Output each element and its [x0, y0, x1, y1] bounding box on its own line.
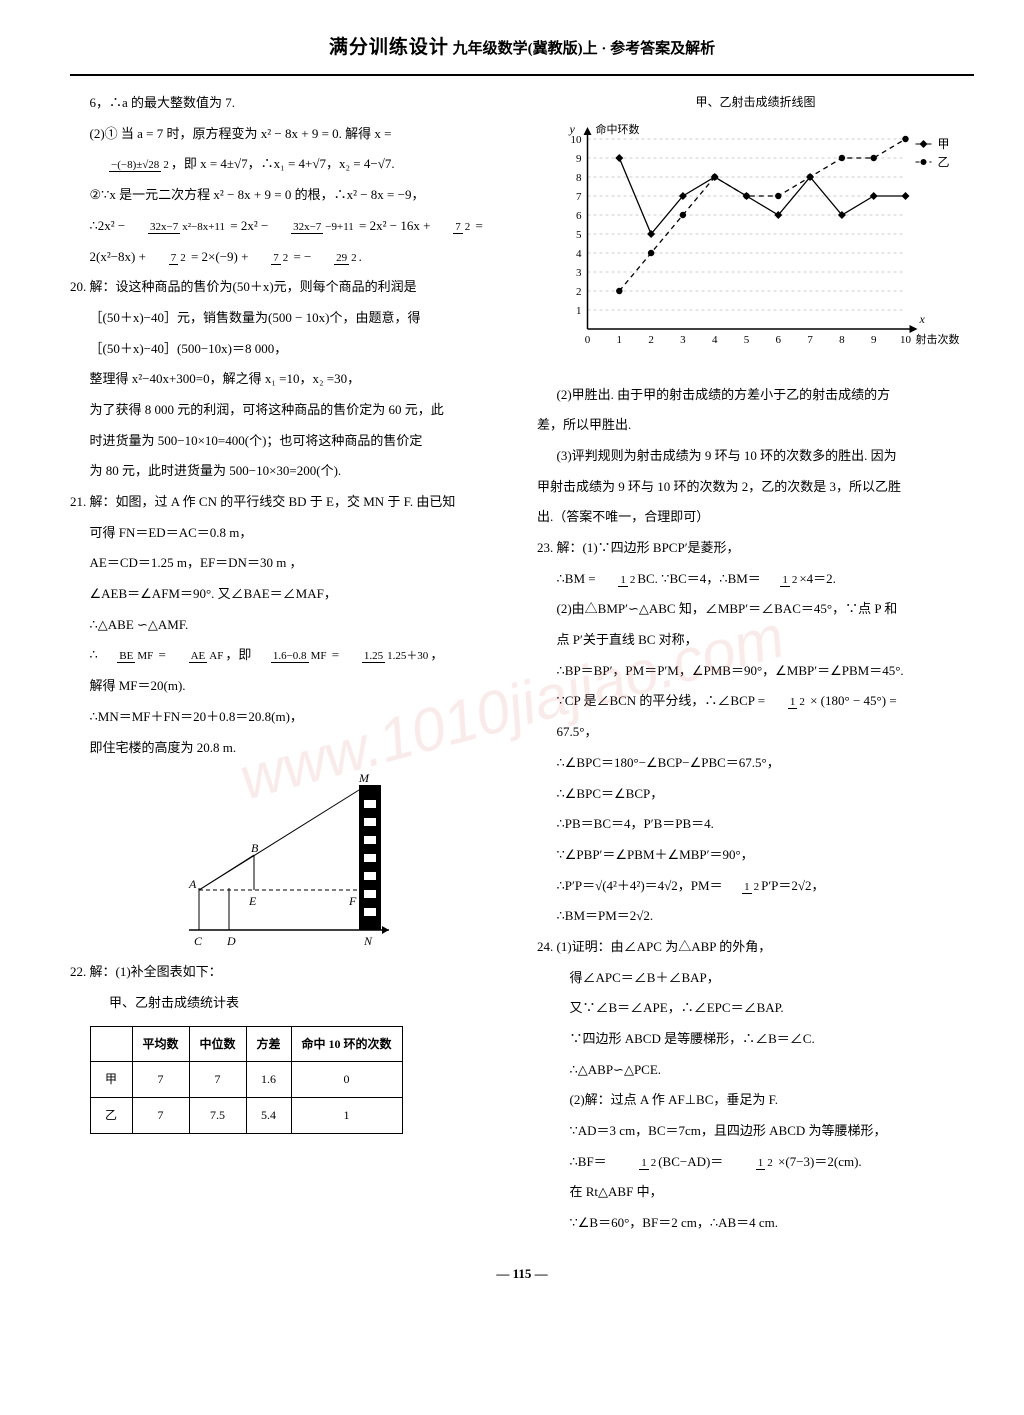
text-line: ∵∠B＝60°，BF＝2 cm，∴AB＝4 cm. [537, 1211, 974, 1236]
svg-text:8: 8 [839, 334, 845, 346]
text-line: ∴P′P＝√(4²＋4²)＝4√2，PM＝12P′P＝2√2， [537, 874, 974, 899]
text-line: 又∵∠B＝∠APE，∴∠EPC＝∠BAP. [537, 996, 974, 1021]
page-header: 满分训练设计 九年级数学(冀教版)上 · 参考答案及解析 [70, 30, 974, 76]
statistics-table: 平均数中位数方差命中 10 环的次数 甲771.60乙77.55.41 [90, 1026, 403, 1134]
text-line: ［(50＋x)−40］元，销售数量为(500 − 10x)个，由题意，得 [70, 306, 507, 331]
svg-text:乙: 乙 [938, 155, 950, 169]
svg-text:2: 2 [576, 286, 582, 298]
q24-line: 24. (1)证明：由∠APC 为△ABP 的外角， [537, 935, 974, 960]
header-title: 满分训练设计 [329, 37, 449, 58]
text-line: 为 80 元，此时进货量为 500−10×30=200(个). [70, 459, 507, 484]
text-line: 为了获得 8 000 元的利润，可将这种商品的售价定为 60 元，此 [70, 398, 507, 423]
text-line: ∴∠BPC＝180°−∠BCP−∠PBC＝67.5°， [537, 751, 974, 776]
svg-text:C: C [194, 934, 203, 948]
svg-text:y: y [569, 122, 576, 136]
svg-text:7: 7 [576, 191, 582, 203]
text-line: 时进货量为 500−10×10=400(个)；也可将这种商品的售价定 [70, 429, 507, 454]
text-line: 出.（答案不唯一，合理即可） [537, 505, 974, 530]
text-line: −(−8)±√282，即 x = 4±√7，∴x₁ = 4+√7，x₂ = 4−… [70, 152, 507, 177]
text-line: ∵四边形 ABCD 是等腰梯形，∴∠B＝∠C. [537, 1027, 974, 1052]
svg-text:5: 5 [576, 229, 582, 241]
table-title: 甲、乙射击成绩统计表 [70, 991, 507, 1016]
svg-text:3: 3 [680, 334, 686, 346]
text-line: ∵CP 是∠BCN 的平分线，∴∠BCP = 12 × (180° − 45°)… [537, 689, 974, 714]
svg-text:2: 2 [648, 334, 654, 346]
text-line: ∴BM＝PM＝2√2. [537, 904, 974, 929]
text-line: 整理得 x²−40x+300=0，解之得 x₁ =10，x₂ =30， [70, 367, 507, 392]
svg-text:N: N [363, 934, 373, 948]
text-line: ［(50＋x)−40］(500−10x)＝8 000， [70, 337, 507, 362]
svg-text:10: 10 [900, 334, 912, 346]
text-line: 可得 FN＝ED＝AC＝0.8 m， [70, 521, 507, 546]
text-line: ∴△ABE ∽△AMF. [70, 613, 507, 638]
right-column: 甲、乙射击成绩折线图 12345678910012345678910命中环数射击… [537, 91, 974, 1242]
text-line: (2)① 当 a = 7 时，原方程变为 x² − 8x + 9 = 0. 解得… [70, 122, 507, 147]
svg-text:8: 8 [576, 172, 582, 184]
svg-text:6: 6 [776, 334, 782, 346]
svg-text:9: 9 [576, 153, 582, 165]
svg-text:射击次数: 射击次数 [916, 332, 960, 346]
chart-title: 甲、乙射击成绩折线图 [537, 91, 974, 114]
text-line: 解得 MF＝20(m). [70, 674, 507, 699]
q23-line: 23. 解：(1)∵四边形 BPCP′是菱形， [537, 536, 974, 561]
svg-text:3: 3 [576, 267, 582, 279]
q20-line: 20. 解：设这种商品的售价为(50＋x)元，则每个商品的利润是 [70, 275, 507, 300]
svg-text:9: 9 [871, 334, 877, 346]
text-line: ∴BP＝BP′，PM＝P′M，∠PMB＝90°，∠MBP′＝∠PBM＝45°. [537, 659, 974, 684]
svg-text:E: E [248, 894, 257, 908]
text-line: ∠AEB＝∠AFM＝90°. 又∠BAE＝∠MAF， [70, 582, 507, 607]
text-line: (2)甲胜出. 由于甲的射击成绩的方差小于乙的射击成绩的方 [537, 383, 974, 408]
left-column: 6，∴a 的最大整数值为 7. (2)① 当 a = 7 时，原方程变为 x² … [70, 91, 507, 1242]
svg-text:命中环数: 命中环数 [596, 122, 640, 136]
geometry-diagram: M B A E F C D N [159, 770, 419, 950]
svg-text:M: M [358, 771, 370, 785]
text-line: 6，∴a 的最大整数值为 7. [70, 91, 507, 116]
svg-text:甲: 甲 [938, 137, 950, 151]
text-line: 甲射击成绩为 9 环与 10 环的次数为 2，乙的次数是 3，所以乙胜 [537, 475, 974, 500]
text-line: (3)评判规则为射击成绩为 9 环与 10 环的次数多的胜出. 因为 [537, 444, 974, 469]
text-line: ②∵x 是一元二次方程 x² − 8x + 9 = 0 的根，∴x² − 8x … [70, 183, 507, 208]
text-line: ∴BEMF = AEAF，即1.6−0.8MF = 1.251.25＋30， [70, 643, 507, 668]
text-line: 得∠APC＝∠B＋∠BAP， [537, 966, 974, 991]
q22-line: 22. 解：(1)补全图表如下： [70, 960, 507, 985]
svg-text:0: 0 [585, 334, 591, 346]
text-line: ∴2x² − 32x−7x²−8x+11 = 2x² − 32x−7−9+11 … [70, 214, 507, 239]
header-subtitle: 九年级数学(冀教版)上 · 参考答案及解析 [453, 41, 716, 57]
text-line: AE＝CD＝1.25 m，EF＝DN＝30 m ， [70, 551, 507, 576]
text-line: 67.5°， [537, 720, 974, 745]
text-line: 点 P′关于直线 BC 对称， [537, 628, 974, 653]
svg-text:F: F [348, 894, 357, 908]
svg-text:1: 1 [576, 305, 582, 317]
line-chart: 12345678910012345678910命中环数射击次数yx甲乙 [537, 119, 974, 359]
text-line: ∴∠BPC＝∠BCP， [537, 782, 974, 807]
svg-text:x: x [919, 312, 926, 326]
text-line: 即住宅楼的高度为 20.8 m. [70, 736, 507, 761]
svg-text:4: 4 [712, 334, 718, 346]
text-line: ∴PB＝BC＝4，P′B＝PB＝4. [537, 812, 974, 837]
text-line: ∵AD＝3 cm，BC＝7cm，且四边形 ABCD 为等腰梯形， [537, 1119, 974, 1144]
svg-text:A: A [188, 877, 197, 891]
text-line: ∴MN＝MF＋FN＝20＋0.8＝20.8(m)， [70, 705, 507, 730]
svg-text:7: 7 [807, 334, 813, 346]
svg-text:1: 1 [617, 334, 623, 346]
text-line: (2)解：过点 A 作 AF⊥BC，垂足为 F. [537, 1088, 974, 1113]
svg-text:4: 4 [576, 248, 582, 260]
page-number: — 115 — [70, 1262, 974, 1287]
svg-text:B: B [251, 841, 259, 855]
svg-text:5: 5 [744, 334, 750, 346]
text-line: 2(x²−8x) + 72 = 2×(−9) + 72 = − 292. [70, 245, 507, 270]
svg-text:D: D [226, 934, 236, 948]
q21-line: 21. 解：如图，过 A 作 CN 的平行线交 BD 于 E，交 MN 于 F.… [70, 490, 507, 515]
text-line: 差，所以甲胜出. [537, 413, 974, 438]
text-line: ∴BM = 12BC. ∵BC＝4，∴BM＝12×4＝2. [537, 567, 974, 592]
text-line: (2)由△BMP′∽△ABC 知，∠MBP′＝∠BAC＝45°，∵点 P 和 [537, 597, 974, 622]
text-line: 在 Rt△ABF 中， [537, 1180, 974, 1205]
text-line: ∴△ABP∽△PCE. [537, 1058, 974, 1083]
text-line: ∴BF＝12(BC−AD)＝12 ×(7−3)＝2(cm). [537, 1150, 974, 1175]
svg-text:6: 6 [576, 210, 582, 222]
text-line: ∵∠PBP′＝∠PBM＋∠MBP′＝90°， [537, 843, 974, 868]
